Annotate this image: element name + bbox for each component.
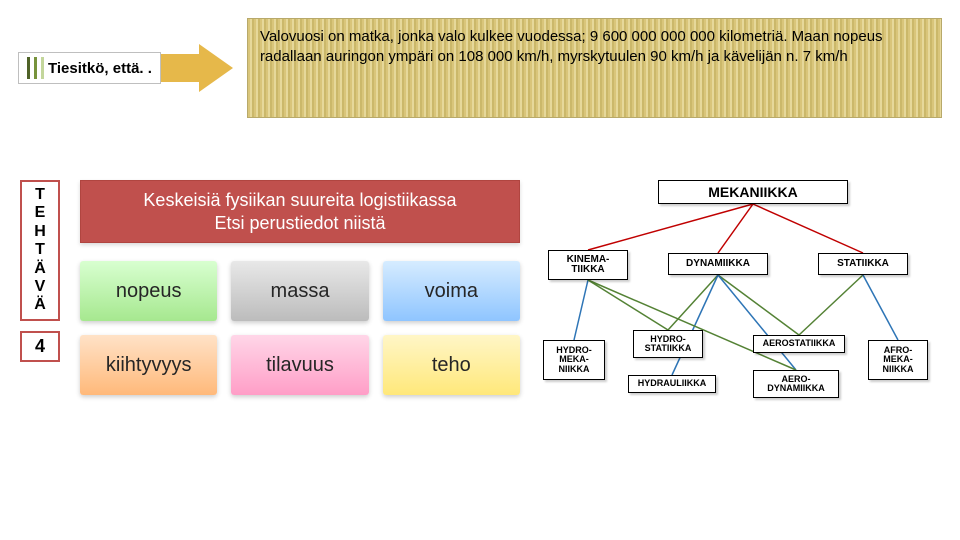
- edge-root-kine: [588, 204, 753, 250]
- edge-root-dyn: [718, 204, 753, 253]
- tile-label: nopeus: [116, 280, 182, 303]
- tile-kiihtyvyys: kiihtyvyys: [80, 335, 217, 395]
- tile-label: tilavuus: [266, 354, 334, 377]
- tehtava-letter: Ä: [34, 260, 46, 278]
- tehtava-letter: H: [34, 223, 46, 241]
- tehtava-letter: E: [35, 204, 46, 222]
- edge-kine-hmek: [574, 280, 588, 340]
- tile-tilavuus: tilavuus: [231, 335, 368, 395]
- edge-dyn-hydr: [672, 275, 718, 375]
- red-banner: Keskeisiä fysiikan suureita logistiikass…: [80, 180, 520, 243]
- main-row: TEHTÄVÄ 4 Keskeisiä fysiikan suureita lo…: [18, 180, 942, 522]
- info-box: Valovuosi on matka, jonka valo kulkee vu…: [247, 18, 942, 118]
- tiekso-label: Tiesitkö, että. .: [48, 60, 152, 77]
- header-row: Tiesitkö, että. . Valovuosi on matka, jo…: [18, 18, 942, 118]
- node-kine: KINEMA- TIIKKA: [548, 250, 628, 280]
- node-adyn: AERO- DYNAMIIKKA: [753, 370, 839, 398]
- tehtava-letter: T: [35, 241, 45, 259]
- tehtava-letters: TEHTÄVÄ: [20, 180, 60, 321]
- tile-label: teho: [432, 354, 471, 377]
- stripe-1: [27, 57, 30, 79]
- tehtava-letter: V: [35, 278, 46, 296]
- edge-kine-hstat: [588, 280, 668, 330]
- banner-line1: Keskeisiä fysiikan suureita logistiikass…: [87, 189, 513, 212]
- node-hmek: HYDRO- MEKA- NIIKKA: [543, 340, 605, 380]
- tehtava-column: TEHTÄVÄ 4: [18, 180, 62, 522]
- tile-massa: massa: [231, 261, 368, 321]
- tile-label: massa: [271, 280, 330, 303]
- tile-voima: voima: [383, 261, 520, 321]
- edge-dyn-hstat: [668, 275, 718, 330]
- node-hydr: HYDRAULIIKKA: [628, 375, 716, 393]
- tile-label: voima: [425, 280, 478, 303]
- node-astat: AEROSTATIIKKA: [753, 335, 845, 353]
- stripe-3: [41, 57, 44, 79]
- center-column: Keskeisiä fysiikan suureita logistiikass…: [80, 180, 520, 522]
- arrow-head: [199, 44, 233, 92]
- edge-dyn-astat: [718, 275, 799, 335]
- tile-grid: nopeus massa voima kiihtyvyys tilavuus teho: [80, 261, 520, 395]
- tile-teho: teho: [383, 335, 520, 395]
- tile-label: kiihtyvyys: [106, 354, 192, 377]
- tile-nopeus: nopeus: [80, 261, 217, 321]
- stripe-2: [34, 57, 37, 79]
- node-stat: STATIIKKA: [818, 253, 908, 275]
- node-amek: AFRO- MEKA- NIIKKA: [868, 340, 928, 380]
- edge-stat-amek: [863, 275, 898, 340]
- tehtava-letter: T: [35, 186, 45, 204]
- node-dyn: DYNAMIIKKA: [668, 253, 768, 275]
- tiekso-arrow-group: Tiesitkö, että. .: [18, 18, 233, 118]
- tehtava-number: 4: [20, 331, 60, 362]
- edge-stat-astat: [799, 275, 863, 335]
- banner-line2: Etsi perustiedot niistä: [87, 212, 513, 235]
- edge-dyn-adyn: [718, 275, 796, 370]
- tiekso-box: Tiesitkö, että. .: [18, 52, 161, 84]
- edge-root-stat: [753, 204, 863, 253]
- node-root: MEKANIIKKA: [658, 180, 848, 204]
- tehtava-letter: Ä: [34, 296, 46, 314]
- arrow-body: [161, 54, 201, 82]
- node-hstat: HYDRO- STATIIKKA: [633, 330, 703, 358]
- tree-diagram: MEKANIIKKA KINEMA- TIIKKA DYNAMIIKKA STATII…: [538, 180, 942, 522]
